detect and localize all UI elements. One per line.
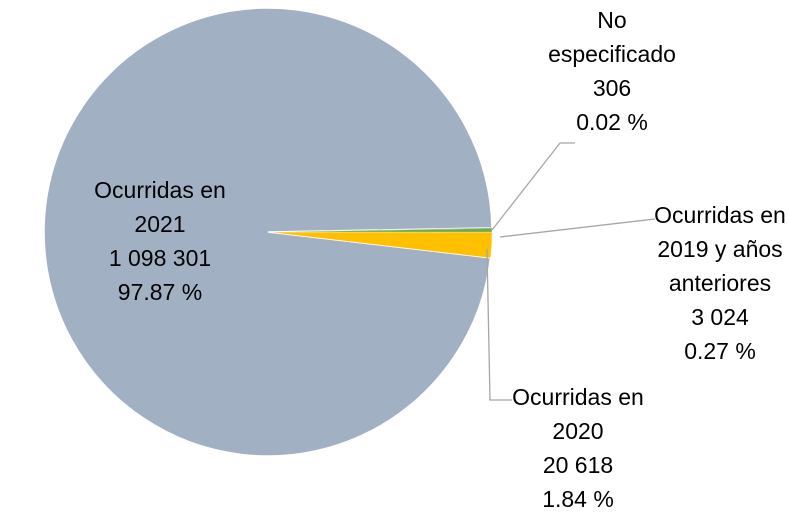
leader-line [486, 248, 512, 401]
category-label: Ocurridas en 2020 [512, 384, 644, 444]
category-label: Ocurridas en 2019 y años anteriores [654, 202, 786, 296]
percent-label: 0.02 % [576, 109, 648, 135]
leader-line [499, 218, 656, 238]
percent-label: 97.87 % [117, 279, 203, 305]
slice-label: Ocurridas en 2019 y años anteriores 3 024… [650, 198, 789, 368]
value-label: 20 618 [542, 452, 614, 478]
category-label: No especificado [548, 7, 676, 67]
percent-label: 0.27 % [684, 338, 756, 364]
value-label: 1 098 301 [108, 245, 212, 271]
percent-label: 1.84 % [542, 486, 614, 512]
value-label: 306 [592, 75, 632, 101]
slice-label: Ocurridas en 2021 1 098 301 97.87 % [90, 173, 230, 309]
leader-line [491, 142, 575, 231]
category-label: Ocurridas en 2021 [94, 177, 226, 237]
slice-label: No especificado 306 0.02 % [535, 3, 689, 139]
pie-slice [267, 227, 493, 233]
value-label: 3 024 [691, 304, 749, 330]
slice-label: Ocurridas en 2020 20 618 1.84 % [508, 380, 648, 516]
